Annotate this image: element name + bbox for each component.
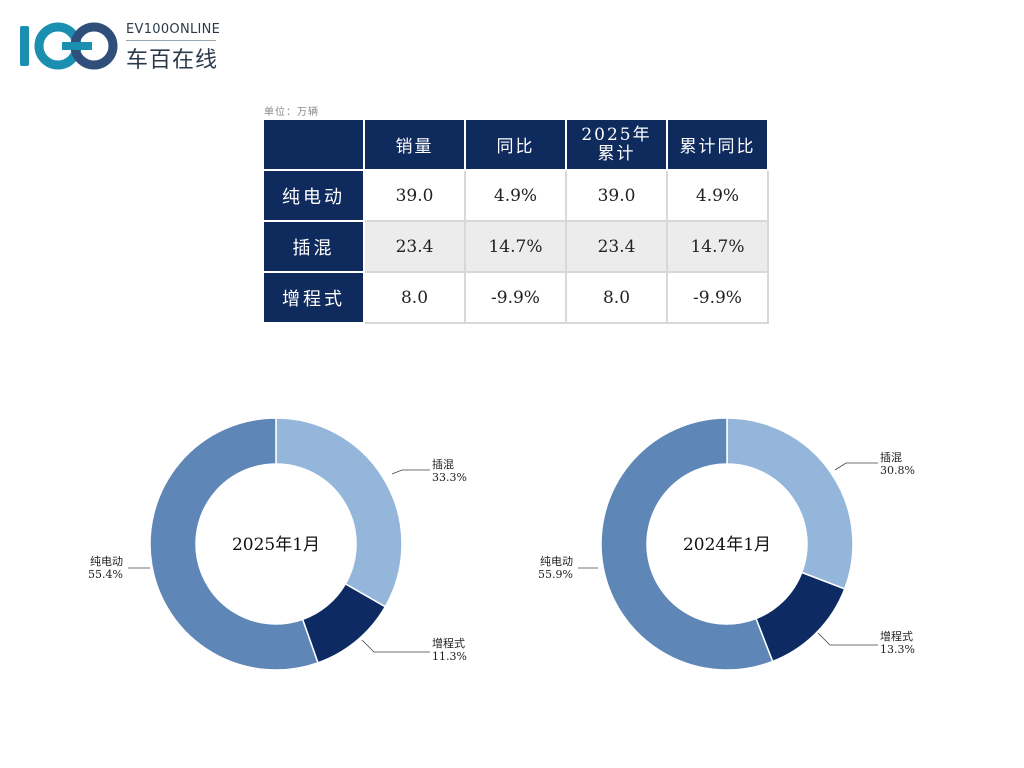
cell-bev-sales: 39.0 bbox=[363, 169, 466, 222]
header-yoy: 同比 bbox=[464, 118, 567, 171]
slice-value-bev: 55.9% bbox=[538, 568, 573, 581]
cell-bev-yoy: 4.9% bbox=[464, 169, 567, 222]
cell-erev-sales: 8.0 bbox=[363, 271, 466, 324]
cell-erev-cumulative-yoy: -9.9% bbox=[666, 271, 769, 324]
slice-value-bev: 55.4% bbox=[88, 568, 123, 581]
cell-phev-yoy: 14.7% bbox=[464, 220, 567, 273]
leader-line-phev bbox=[834, 462, 878, 471]
table-row: 增程式 8.0 -9.9% 8.0 -9.9% bbox=[262, 271, 769, 324]
cell-erev-cumulative: 8.0 bbox=[565, 271, 668, 324]
row-label-erev: 增程式 bbox=[262, 271, 365, 324]
header-cumulative-line2: 累计 bbox=[597, 143, 636, 164]
slice-value-erev: 13.3% bbox=[880, 643, 915, 656]
sales-table: 销量 同比 2025年 累计 累计同比 纯电动 39.0 4.9% 39.0 4… bbox=[262, 118, 769, 324]
header-cumulative-yoy: 累计同比 bbox=[666, 118, 769, 171]
brand-logo: EV100ONLINE 车百在线 bbox=[18, 20, 228, 73]
donut-slice-erev bbox=[755, 571, 846, 663]
brand-chinese-name: 车百在线 bbox=[126, 48, 219, 73]
brand-divider bbox=[126, 40, 216, 41]
donut-slice-phev bbox=[275, 417, 403, 608]
slice-label-erev: 增程式 bbox=[880, 629, 913, 643]
slice-label-phev: 插混 bbox=[880, 450, 902, 464]
donut-slice-bev bbox=[600, 417, 774, 671]
slice-value-erev: 11.3% bbox=[432, 650, 467, 663]
table-row: 插混 23.4 14.7% 23.4 14.7% bbox=[262, 220, 769, 273]
header-cumulative-line1: 2025年 bbox=[581, 124, 652, 145]
donut-center-title: 2025年1月 bbox=[232, 535, 320, 555]
unit-note: 单位：万辆 bbox=[264, 107, 319, 118]
row-label-phev: 插混 bbox=[262, 220, 365, 273]
slice-label-phev: 插混 bbox=[432, 457, 454, 471]
slice-label-bev: 纯电动 bbox=[90, 555, 123, 568]
cell-phev-cumulative: 23.4 bbox=[565, 220, 668, 273]
table-header-row: 销量 同比 2025年 累计 累计同比 bbox=[262, 118, 769, 171]
header-sales: 销量 bbox=[363, 118, 466, 171]
cell-bev-cumulative-yoy: 4.9% bbox=[666, 169, 769, 222]
cell-erev-yoy: -9.9% bbox=[464, 271, 567, 324]
donut-slice-bev bbox=[149, 417, 319, 671]
cell-bev-cumulative: 39.0 bbox=[565, 169, 668, 222]
cell-phev-sales: 23.4 bbox=[363, 220, 466, 273]
table-corner-cell bbox=[262, 118, 365, 171]
cell-phev-cumulative-yoy: 14.7% bbox=[666, 220, 769, 273]
logo-mark-icon bbox=[20, 22, 118, 70]
header-cumulative: 2025年 累计 bbox=[565, 118, 668, 171]
leader-line-phev bbox=[391, 469, 430, 475]
slice-value-phev: 30.8% bbox=[880, 464, 915, 477]
donut-slice-phev bbox=[726, 417, 854, 590]
row-label-bev: 纯电动 bbox=[262, 169, 365, 222]
slice-label-erev: 增程式 bbox=[432, 636, 465, 650]
table-row: 纯电动 39.0 4.9% 39.0 4.9% bbox=[262, 169, 769, 222]
leader-line-erev bbox=[817, 632, 878, 646]
donut-center-title: 2024年1月 bbox=[683, 535, 771, 555]
slice-value-phev: 33.3% bbox=[432, 471, 467, 484]
leader-line-erev bbox=[361, 639, 430, 653]
brand-english-name: EV100ONLINE bbox=[126, 22, 221, 37]
slice-label-bev: 纯电动 bbox=[540, 555, 573, 568]
